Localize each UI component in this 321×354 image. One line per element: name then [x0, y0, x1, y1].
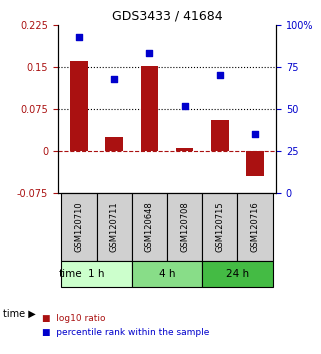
- Text: GSM120716: GSM120716: [250, 201, 259, 252]
- FancyBboxPatch shape: [132, 193, 167, 261]
- FancyBboxPatch shape: [61, 261, 132, 287]
- FancyBboxPatch shape: [61, 193, 97, 261]
- Bar: [141, 66, 158, 151]
- FancyBboxPatch shape: [237, 193, 273, 261]
- Point: [182, 103, 187, 108]
- Point: [217, 73, 222, 78]
- Point: [147, 51, 152, 56]
- Text: GSM120710: GSM120710: [74, 201, 83, 252]
- Text: time ▶: time ▶: [3, 308, 36, 318]
- Point: [111, 76, 117, 81]
- Text: GSM120648: GSM120648: [145, 201, 154, 252]
- Text: GSM120708: GSM120708: [180, 201, 189, 252]
- Bar: [70, 61, 88, 151]
- Text: GSM120715: GSM120715: [215, 201, 224, 252]
- Point: [252, 131, 257, 137]
- FancyBboxPatch shape: [132, 261, 202, 287]
- Bar: [246, 151, 264, 176]
- FancyBboxPatch shape: [202, 261, 273, 287]
- Text: ■  percentile rank within the sample: ■ percentile rank within the sample: [42, 327, 209, 337]
- FancyBboxPatch shape: [167, 193, 202, 261]
- Text: ■  log10 ratio: ■ log10 ratio: [42, 314, 105, 323]
- Text: 24 h: 24 h: [226, 269, 249, 279]
- Text: time: time: [58, 269, 82, 279]
- Point: [76, 34, 82, 39]
- Text: 4 h: 4 h: [159, 269, 175, 279]
- Title: GDS3433 / 41684: GDS3433 / 41684: [112, 9, 222, 22]
- FancyBboxPatch shape: [97, 193, 132, 261]
- Bar: [105, 137, 123, 151]
- Text: GSM120711: GSM120711: [109, 201, 119, 252]
- Bar: [176, 148, 193, 151]
- Text: 1 h: 1 h: [88, 269, 105, 279]
- Bar: [211, 120, 229, 151]
- FancyBboxPatch shape: [202, 193, 237, 261]
